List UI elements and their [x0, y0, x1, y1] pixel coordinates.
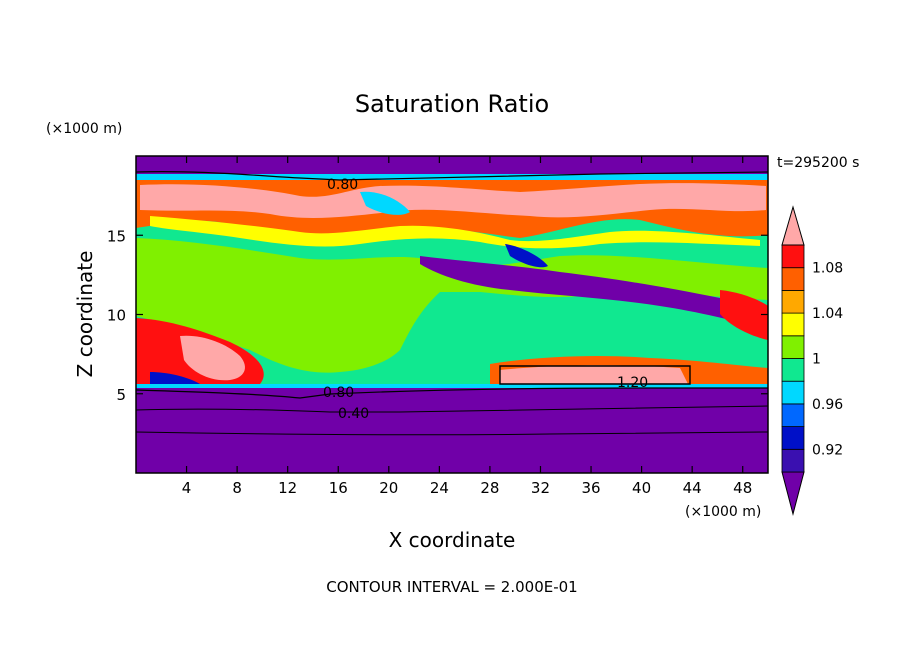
field-top-layer — [136, 156, 768, 176]
colorbar-bin — [781, 244, 805, 269]
field-mid-green — [136, 238, 768, 373]
colorbar-bin — [781, 289, 805, 314]
field-dry-intrusion — [420, 256, 768, 330]
time-label: t=295200 s — [777, 155, 859, 171]
field-low-cyan — [136, 384, 768, 388]
field-low-left-blue — [150, 372, 200, 386]
contour-label-120: 1.20 — [617, 375, 648, 391]
colorbar-label: 1.04 — [812, 306, 843, 322]
field-cyan-streak — [360, 191, 410, 215]
colorbar-bin — [781, 426, 805, 450]
contour-line-080-top — [136, 171, 768, 181]
y-tick-label: 5 — [116, 386, 126, 404]
colorbar: 0.92 0.96 1 1.04 1.08 — [781, 205, 843, 516]
x-tick-label: 24 — [430, 479, 449, 497]
field-surface-layer — [136, 388, 768, 473]
field-right-edge — [720, 290, 768, 340]
x-tick-label: 8 — [232, 479, 242, 497]
colorbar-min-arrow — [781, 471, 805, 516]
contour-line-low — [136, 431, 768, 436]
x-tick-label: 40 — [632, 479, 651, 497]
colorbar-bin — [781, 312, 805, 337]
contour-line-base — [136, 387, 768, 399]
colorbar-bin — [781, 335, 805, 359]
contour-line-120 — [499, 365, 691, 385]
x-tick-label: 28 — [480, 479, 499, 497]
field-upper-yellow — [150, 216, 760, 249]
x-axis-label: X coordinate — [389, 528, 516, 552]
y-tick-label: 10 — [107, 307, 126, 325]
colorbar-label: 1 — [812, 352, 821, 368]
colorbar-bin — [781, 448, 805, 473]
y-axis-label: Z coordinate — [73, 251, 97, 378]
x-tick-label: 32 — [531, 479, 550, 497]
colorbar-label: 0.92 — [812, 442, 843, 458]
x-tick-label: 4 — [182, 479, 192, 497]
colorbar-label: 0.96 — [812, 397, 843, 413]
colorbar-max-arrow — [781, 205, 805, 246]
x-axis: 4 8 12 16 20 24 28 32 36 40 44 48 — [182, 156, 752, 497]
colorbar-bin — [781, 267, 805, 291]
contour-label-080-base: 0.80 — [323, 385, 354, 401]
y-unit-label: (×1000 m) — [46, 121, 122, 137]
field-blue-streak — [505, 244, 548, 268]
x-tick-label: 12 — [278, 479, 297, 497]
colorbar-bin — [781, 358, 805, 382]
colorbar-bin — [781, 403, 805, 427]
footer-text: CONTOUR INTERVAL = 2.000E-01 — [326, 578, 577, 596]
x-tick-label: 16 — [329, 479, 348, 497]
colorbar-label: 1.08 — [812, 261, 843, 277]
field-upper-pink — [140, 183, 766, 218]
x-unit-label: (×1000 m) — [685, 504, 761, 520]
contour-label-080-top: 0.80 — [327, 177, 358, 193]
field-low-right-pink — [500, 365, 688, 384]
field-low-left-pink — [180, 335, 245, 381]
y-axis: 5 10 15 — [107, 227, 768, 404]
x-tick-label: 36 — [581, 479, 600, 497]
contour-label-040: 0.40 — [338, 406, 369, 422]
colorbar-bin — [781, 380, 805, 405]
chart-title: Saturation Ratio — [355, 90, 549, 118]
x-tick-label: 20 — [379, 479, 398, 497]
x-tick-label: 48 — [733, 479, 752, 497]
x-tick-label: 44 — [683, 479, 702, 497]
saturation-field — [136, 156, 768, 473]
contour-line-040 — [136, 405, 768, 413]
y-tick-label: 15 — [107, 227, 126, 245]
